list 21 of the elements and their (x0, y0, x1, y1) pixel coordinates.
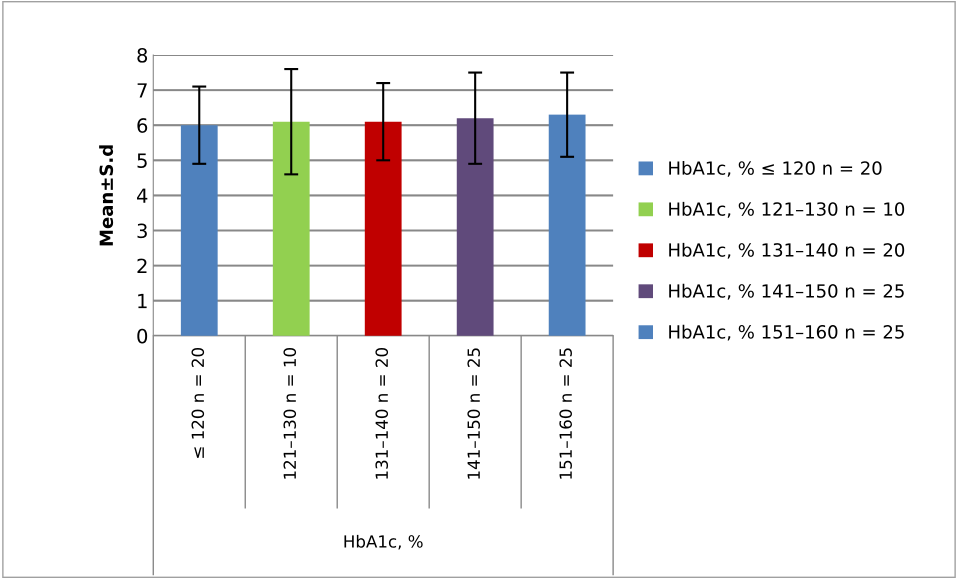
legend-label: HbA1c, % 131–140 n = 20 (669, 242, 904, 259)
x-axis-title: HbA1c, % (344, 534, 423, 550)
legend-label: HbA1c, % ≤ 120 n = 20 (669, 160, 882, 177)
y-tick-label: 7 (138, 83, 147, 98)
y-tick-label: 1 (138, 294, 147, 308)
x-tick-label: 131–140 n = 20 (375, 348, 388, 479)
y-tick-label: 6 (137, 118, 148, 133)
y-tick-label: 3 (138, 223, 147, 238)
legend-label: HbA1c, % 151–160 n = 25 (669, 324, 904, 341)
legend-label: HbA1c, % 141–150 n = 25 (669, 284, 904, 300)
y-axis-title: Mean±S.d (99, 145, 114, 246)
y-tick-label: 5 (138, 154, 147, 168)
x-tick-label: ≤ 120 n = 20 (191, 348, 204, 458)
x-tick-label: 151–160 n = 25 (559, 348, 572, 479)
y-tick-label: 8 (137, 48, 148, 63)
y-tick-label: 2 (137, 258, 146, 274)
y-tick-label: 0 (137, 328, 148, 344)
legend-label: HbA1c, % 121–130 n = 10 (669, 202, 904, 218)
x-tick-label: 121–130 n = 10 (283, 348, 296, 479)
x-tick-label: 141–150 n = 25 (467, 348, 480, 479)
y-tick-label: 4 (137, 188, 148, 203)
